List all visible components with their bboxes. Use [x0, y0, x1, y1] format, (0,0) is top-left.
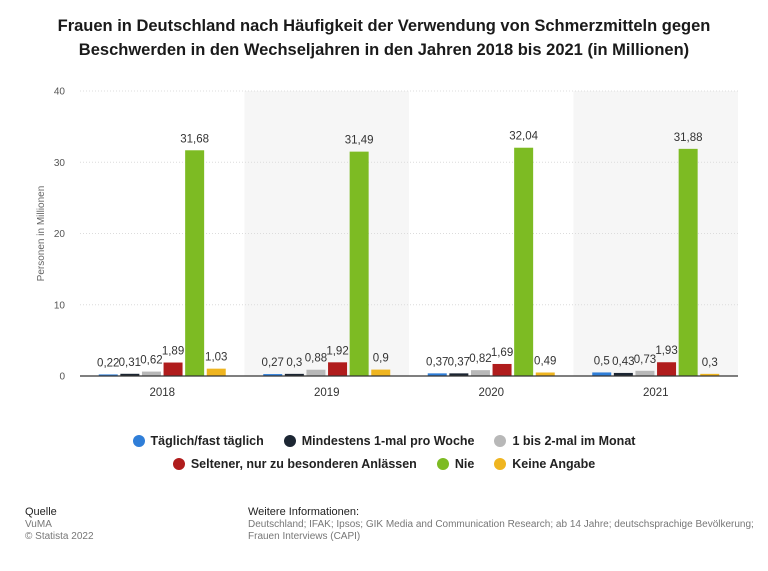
- data-label: 0,5: [594, 355, 610, 367]
- x-tick-label: 2021: [643, 387, 669, 399]
- bar[interactable]: [141, 371, 161, 376]
- bar[interactable]: [206, 368, 226, 376]
- legend-label: Nie: [454, 457, 475, 471]
- legend-marker: [283, 435, 296, 447]
- info-text: Deutschland; IFAK; Ipsos; GIK Media and …: [248, 519, 754, 542]
- source-block: Quelle VuMA © Statista 2022: [25, 506, 94, 543]
- info-block: Weitere Informationen: Deutschland; IFAK…: [248, 506, 768, 543]
- legend-label: Keine Angabe: [512, 457, 596, 471]
- bar[interactable]: [185, 150, 205, 376]
- data-label: 31,49: [345, 135, 374, 147]
- legend-item[interactable]: Seltener, nur zu besonderen Anlässen: [172, 457, 417, 471]
- bar[interactable]: [98, 374, 118, 376]
- legend-item[interactable]: Keine Angabe: [494, 457, 595, 471]
- data-label: 0,49: [534, 356, 556, 368]
- bar[interactable]: [263, 374, 283, 376]
- legend-label: Täglich/fast täglich: [150, 434, 264, 448]
- data-label: 0,3: [286, 357, 302, 369]
- legend-marker: [494, 435, 507, 447]
- copyright-line[interactable]: © Statista 2022: [25, 531, 94, 542]
- legend-item[interactable]: Nie: [436, 457, 475, 471]
- bar[interactable]: [306, 369, 326, 376]
- source-heading: Quelle: [25, 506, 57, 518]
- data-label: 1,89: [162, 346, 184, 358]
- legend-marker: [494, 458, 507, 470]
- legend-item[interactable]: 1 bis 2-mal im Monat: [494, 434, 635, 448]
- info-heading: Weitere Informationen:: [248, 506, 360, 518]
- x-tick-label: 2019: [314, 387, 340, 399]
- source-line[interactable]: VuMA: [25, 519, 52, 530]
- x-tick-label: 2020: [478, 387, 504, 399]
- data-label: 1,69: [491, 347, 513, 359]
- y-tick-label: 20: [54, 229, 66, 240]
- data-label: 0,3: [702, 357, 718, 369]
- data-label: 0,22: [97, 357, 119, 369]
- data-label: 0,62: [140, 355, 162, 367]
- data-label: 0,88: [305, 353, 327, 365]
- bar[interactable]: [371, 369, 391, 376]
- bar[interactable]: [678, 148, 698, 376]
- legend-marker: [132, 435, 145, 447]
- legend-item[interactable]: Täglich/fast täglich: [132, 434, 264, 448]
- legend-label: 1 bis 2-mal im Monat: [512, 434, 636, 448]
- y-axis-label: Personen in Millionen: [36, 186, 47, 282]
- y-tick-label: 40: [54, 87, 66, 98]
- y-tick-label: 0: [59, 372, 65, 383]
- bar[interactable]: [657, 362, 677, 376]
- data-label: 0,37: [448, 356, 470, 368]
- legend-marker: [436, 458, 449, 470]
- legend-row: Täglich/fast täglich Mindestens 1-mal pro…: [0, 434, 768, 448]
- data-label: 0,82: [469, 353, 491, 365]
- data-label: 32,04: [509, 131, 538, 143]
- data-label: 1,03: [205, 352, 227, 364]
- bar[interactable]: [449, 373, 469, 376]
- legend-row: Seltener, nur zu besonderen Anlässen Nie K…: [0, 457, 768, 471]
- data-label: 0,37: [426, 356, 448, 368]
- bar[interactable]: [470, 370, 490, 376]
- legend-item[interactable]: Mindestens 1-mal pro Woche: [283, 434, 475, 448]
- legend: Täglich/fast täglich Mindestens 1-mal pro…: [0, 434, 768, 480]
- bar[interactable]: [328, 362, 348, 376]
- bar[interactable]: [635, 370, 655, 376]
- data-label: 0,73: [634, 354, 656, 366]
- bar[interactable]: [120, 373, 140, 376]
- data-label: 0,9: [373, 353, 389, 365]
- bar[interactable]: [592, 372, 612, 376]
- legend-label: Mindestens 1-mal pro Woche: [301, 434, 475, 448]
- bar[interactable]: [613, 372, 633, 376]
- bar[interactable]: [492, 363, 512, 376]
- data-label: 31,68: [180, 133, 209, 145]
- bar[interactable]: [284, 373, 304, 376]
- bar[interactable]: [427, 373, 447, 376]
- data-label: 0,27: [262, 357, 284, 369]
- data-label: 0,43: [612, 356, 634, 368]
- data-label: 31,88: [674, 132, 703, 144]
- legend-marker: [172, 458, 185, 470]
- chart-title: Frauen in Deutschland nach Häufigkeit de…: [57, 17, 711, 59]
- data-label: 0,31: [119, 357, 141, 369]
- bar[interactable]: [514, 147, 534, 376]
- y-tick-label: 30: [54, 158, 66, 169]
- bar[interactable]: [163, 362, 183, 376]
- y-tick-label: 10: [54, 300, 66, 311]
- bar[interactable]: [349, 151, 369, 376]
- bar[interactable]: [535, 372, 555, 376]
- x-tick-label: 2018: [149, 387, 175, 399]
- legend-label: Seltener, nur zu besonderen Anlässen: [190, 457, 417, 471]
- bar[interactable]: [700, 373, 720, 376]
- data-label: 1,92: [326, 345, 348, 357]
- data-label: 1,93: [655, 345, 677, 357]
